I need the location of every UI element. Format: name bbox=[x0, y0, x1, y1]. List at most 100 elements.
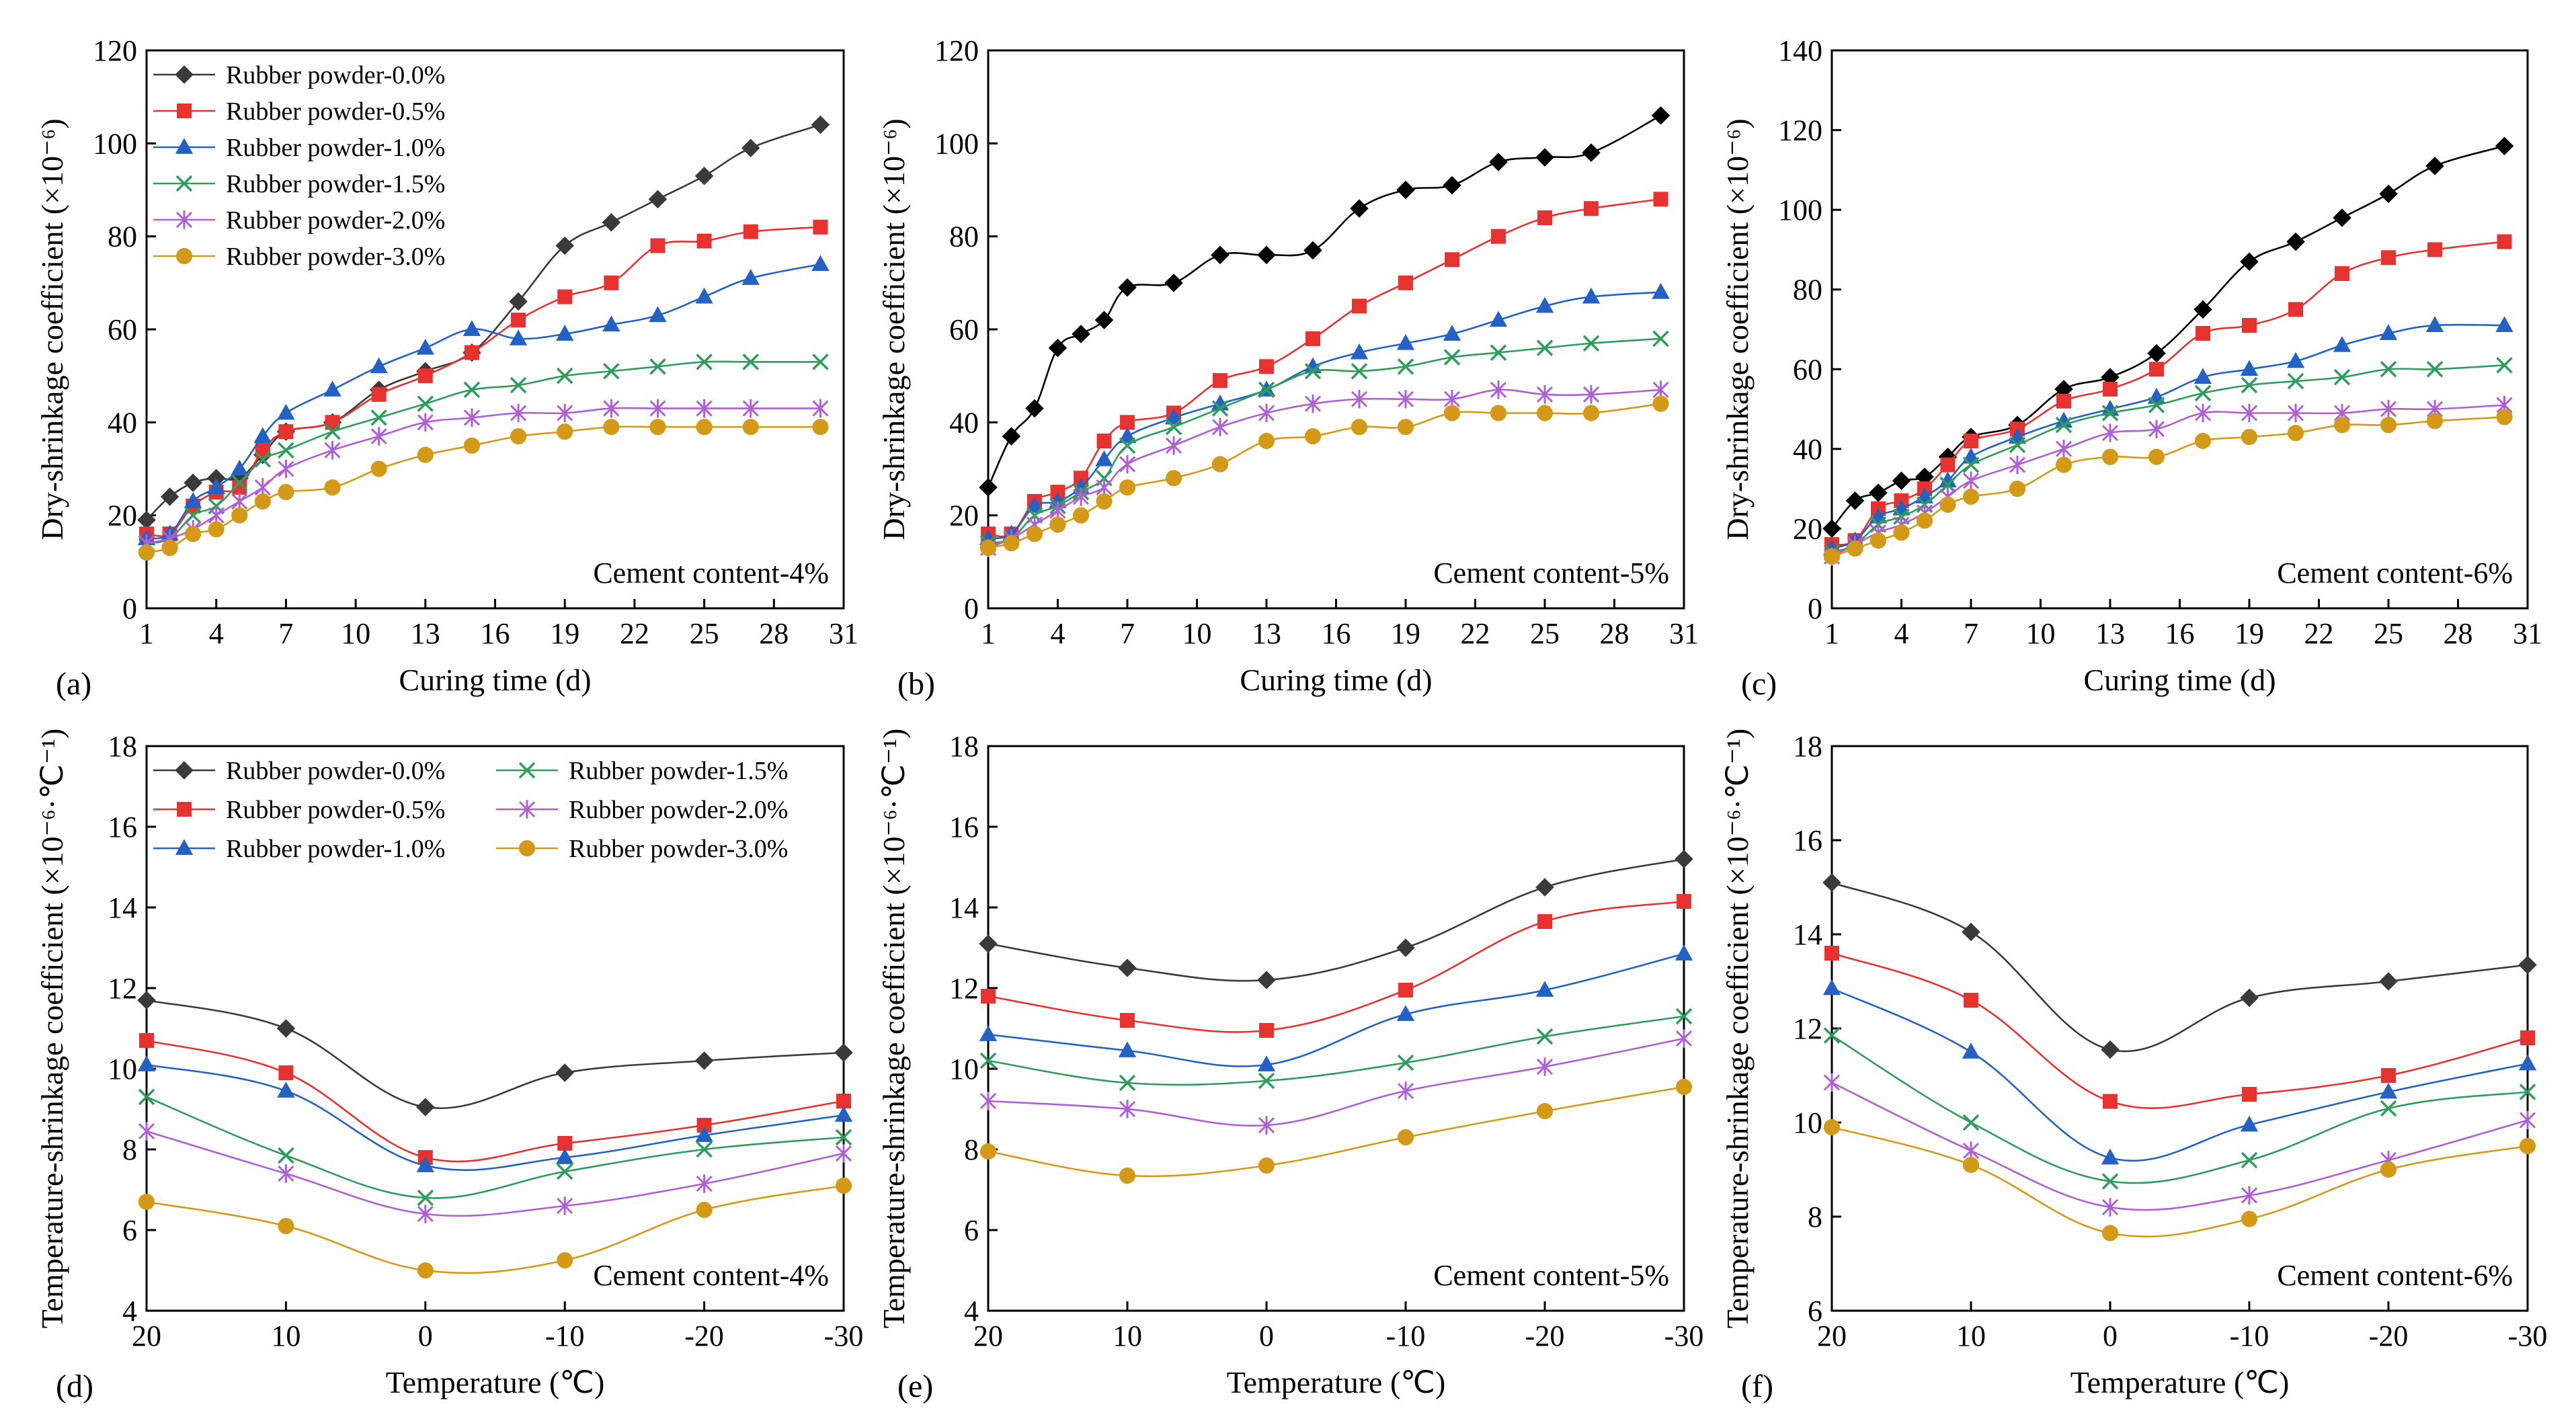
data-point bbox=[1304, 428, 1322, 445]
y-tick-label: 20 bbox=[1793, 512, 1822, 545]
data-point bbox=[2380, 399, 2397, 419]
data-point bbox=[557, 1252, 573, 1269]
x-tick-label: 1 bbox=[1824, 617, 1839, 650]
data-point bbox=[2240, 1115, 2259, 1132]
x-tick-label: 19 bbox=[550, 617, 579, 650]
data-point bbox=[2519, 1137, 2536, 1155]
series-Rubber powder-0.0% bbox=[137, 991, 853, 1116]
plot-frame bbox=[145, 745, 845, 1312]
data-point bbox=[2426, 361, 2444, 378]
data-point bbox=[2519, 1084, 2536, 1100]
data-point bbox=[2056, 393, 2071, 409]
legend-marker bbox=[518, 840, 536, 857]
data-point bbox=[417, 446, 434, 463]
data-point bbox=[1211, 456, 1229, 473]
data-point bbox=[2287, 372, 2304, 390]
data-point bbox=[1443, 349, 1461, 366]
data-point bbox=[1211, 245, 1230, 265]
legend: Rubber powder-0.0% Rubber powder-0.5% Rubb… bbox=[153, 61, 445, 271]
data-point bbox=[1303, 241, 1322, 260]
data-point bbox=[1939, 496, 1956, 513]
data-point bbox=[1962, 488, 1980, 505]
data-point bbox=[1536, 1028, 1554, 1045]
x-tick-label: 28 bbox=[759, 617, 789, 650]
y-tick-label: 0 bbox=[1808, 592, 1822, 625]
data-point bbox=[835, 1177, 852, 1194]
x-tick-label: 1 bbox=[981, 617, 996, 650]
data-point bbox=[1119, 1074, 1136, 1092]
data-point bbox=[696, 1201, 713, 1219]
y-tick-label: 120 bbox=[934, 34, 979, 67]
data-point bbox=[1675, 944, 1693, 961]
data-point bbox=[649, 358, 666, 375]
data-point bbox=[2241, 1151, 2258, 1169]
data-point bbox=[325, 415, 340, 430]
data-point bbox=[1490, 344, 1507, 361]
legend-marker bbox=[175, 839, 194, 855]
data-point bbox=[1489, 311, 1508, 327]
data-point bbox=[834, 1106, 853, 1122]
data-point bbox=[695, 1126, 713, 1142]
legend: Rubber powder-0.0% Rubber powder-0.5% Rubb… bbox=[153, 757, 788, 863]
data-point bbox=[2101, 1173, 2119, 1190]
data-point bbox=[324, 423, 341, 440]
data-point bbox=[649, 306, 667, 323]
x-tick-label: 19 bbox=[2235, 617, 2264, 650]
data-point bbox=[694, 167, 714, 186]
data-point bbox=[1962, 1156, 1980, 1174]
data-point bbox=[1491, 229, 1506, 244]
data-point bbox=[1536, 339, 1554, 356]
data-point bbox=[1535, 878, 1554, 897]
legend-label: Rubber powder-2.0% bbox=[226, 206, 445, 235]
data-point bbox=[370, 409, 387, 426]
y-tick-label: 14 bbox=[1793, 918, 1822, 951]
data-point bbox=[2427, 242, 2442, 257]
x-axis-title: Curing time (d) bbox=[2083, 663, 2276, 697]
series-Rubber powder-1.0% bbox=[1822, 979, 2537, 1165]
legend-label: Rubber powder-0.5% bbox=[226, 796, 445, 824]
data-point bbox=[555, 236, 574, 255]
x-tick-label: 13 bbox=[1252, 617, 1281, 650]
data-point bbox=[1490, 380, 1507, 399]
data-point bbox=[1258, 1157, 1275, 1174]
data-point bbox=[184, 507, 202, 524]
x-tick-label: 25 bbox=[2374, 617, 2403, 650]
series-line bbox=[1831, 987, 2528, 1162]
x-tick-label: 31 bbox=[2513, 617, 2542, 650]
data-point bbox=[742, 399, 759, 418]
data-point bbox=[1025, 399, 1044, 418]
data-point bbox=[137, 991, 156, 1010]
legend-label: Rubber powder-3.0% bbox=[226, 243, 445, 271]
data-point bbox=[1072, 325, 1090, 343]
data-point bbox=[1211, 400, 1229, 417]
data-point bbox=[835, 1144, 852, 1163]
data-point bbox=[510, 403, 527, 423]
series-line bbox=[988, 1015, 1685, 1086]
data-point bbox=[1118, 959, 1137, 977]
x-tick-label: 0 bbox=[418, 1319, 433, 1352]
data-point bbox=[1536, 1102, 1554, 1120]
series-line bbox=[988, 858, 1685, 982]
data-point bbox=[741, 138, 760, 157]
data-point bbox=[2242, 1087, 2257, 1102]
data-point bbox=[1352, 298, 1367, 314]
data-point bbox=[1962, 1114, 1980, 1131]
data-point bbox=[1962, 1043, 1980, 1059]
data-point bbox=[2496, 409, 2513, 425]
data-point bbox=[603, 363, 620, 380]
series-Rubber powder-1.0% bbox=[979, 944, 1693, 1071]
data-point bbox=[417, 413, 434, 432]
data-point bbox=[2333, 417, 2351, 434]
data-point bbox=[2496, 357, 2513, 374]
data-point bbox=[1164, 274, 1183, 292]
series-Rubber powder-2.0% bbox=[1823, 1073, 2536, 1217]
data-point bbox=[1072, 507, 1090, 524]
data-point bbox=[1351, 419, 1368, 436]
data-point bbox=[1892, 471, 1911, 491]
series-Rubber powder-1.0% bbox=[137, 1055, 853, 1172]
data-point bbox=[1258, 432, 1275, 450]
data-point bbox=[1443, 405, 1461, 421]
data-point bbox=[1397, 358, 1414, 375]
data-point bbox=[1396, 1005, 1415, 1021]
